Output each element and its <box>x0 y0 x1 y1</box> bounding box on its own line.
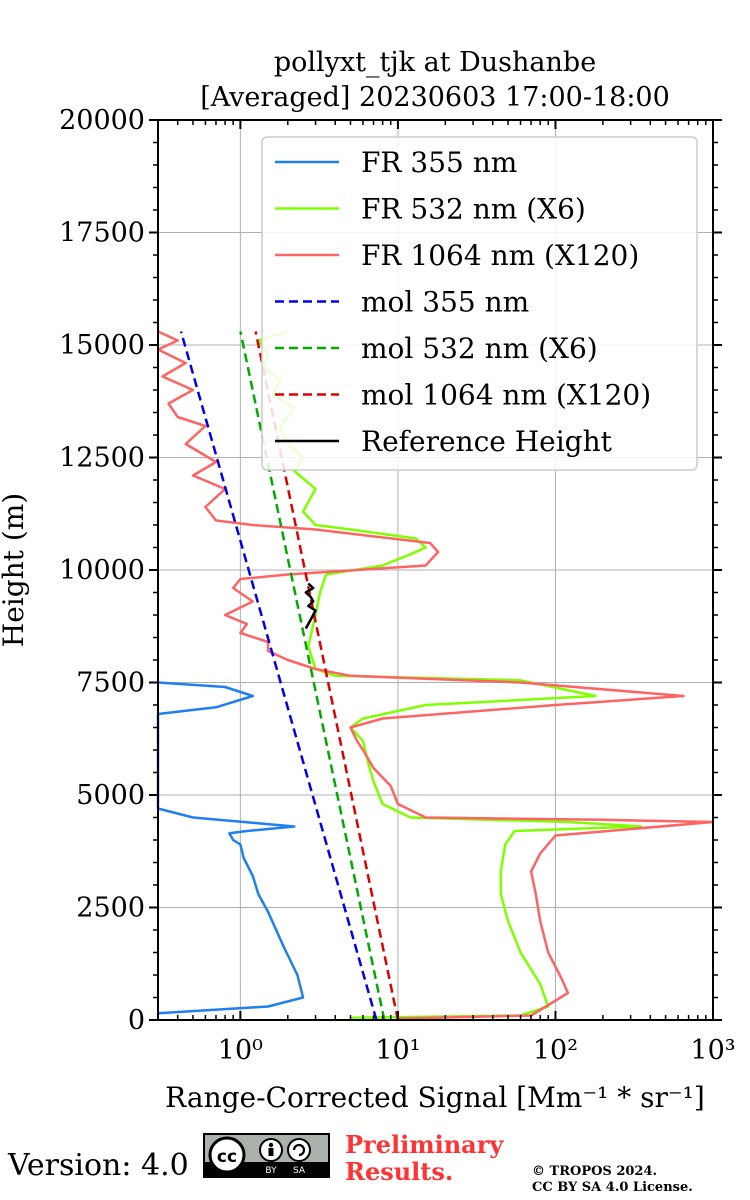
y-tick-label: 2500 <box>76 893 145 924</box>
y-tick-label: 17500 <box>59 218 145 249</box>
legend-label-1: FR 532 nm (X6) <box>361 193 586 226</box>
legend-label-5: mol 1064 nm (X120) <box>361 379 651 412</box>
plot-frame <box>157 119 714 1021</box>
y-tick-label: 15000 <box>59 330 145 361</box>
y-tick-label: 7500 <box>76 668 145 699</box>
x-tick-label: 10¹ <box>375 1035 420 1066</box>
y-tick-label: 10000 <box>59 555 145 586</box>
y-axis-label: Height (m) <box>0 493 30 647</box>
badge-sa-label: SA <box>293 1166 306 1176</box>
legend-label-0: FR 355 nm <box>361 146 517 179</box>
y-tick-label: 0 <box>128 1005 145 1036</box>
by-icon-head <box>268 1142 274 1148</box>
copyright-notice: © TROPOS 2024. CC BY SA 4.0 License. <box>532 1164 693 1196</box>
y-tick-label: 12500 <box>59 443 145 474</box>
preliminary-line1: Preliminary <box>345 1130 504 1159</box>
chart-title-line1: pollyxt_tjk at Dushanbe <box>274 47 596 78</box>
legend-box <box>261 136 698 471</box>
x-axis-label: Range-Corrected Signal [Mm⁻¹ * sr⁻¹] <box>165 1081 705 1114</box>
cc-logo-text: cc <box>217 1147 237 1167</box>
tick-labels: 10⁰ 10¹ 10² 10³ 0 2500 5000 7500 10000 12500 15000… <box>59 105 736 1066</box>
series-line-3 <box>179 331 378 1021</box>
legend-label-2: FR 1064 nm (X120) <box>361 239 639 272</box>
y-tick-label: 5000 <box>76 780 145 811</box>
sa-icon-arrow <box>292 1143 306 1157</box>
version-text: Version: 4.0 <box>8 1148 189 1183</box>
sa-sharealike-icon <box>287 1138 311 1162</box>
series-line-6 <box>304 582 317 630</box>
copyright-line2: CC BY SA 4.0 License. <box>532 1180 693 1195</box>
legend-label-6: Reference Height <box>361 425 613 458</box>
series-line-0 <box>156 681 305 1015</box>
x-tick-label: 10⁰ <box>218 1035 263 1066</box>
preliminary-results-notice: Preliminary Results. <box>345 1131 503 1185</box>
series-line-4 <box>239 331 386 1021</box>
by-icon-body <box>268 1148 274 1156</box>
copyright-line1: © TROPOS 2024. <box>532 1164 658 1179</box>
cc-logo-icon <box>208 1136 246 1174</box>
x-tick-label: 10² <box>533 1035 578 1066</box>
cc-license-graphic: cc BY SA <box>205 1136 328 1176</box>
x-tick-label: 10³ <box>690 1035 735 1066</box>
legend-label-3: mol 355 nm <box>361 286 529 319</box>
legend-label-4: mol 532 nm (X6) <box>361 332 598 365</box>
cc-license-badge[interactable]: cc BY SA <box>203 1133 330 1178</box>
y-tick-label: 20000 <box>59 105 145 136</box>
badge-by-label: BY <box>265 1166 277 1176</box>
series-line-5 <box>254 331 400 1021</box>
legend: FR 355 nm FR 532 nm (X6) FR 1064 nm (X120)… <box>261 136 698 471</box>
chart-title-line2: [Averaged] 20230603 17:00-18:00 <box>200 82 670 113</box>
preliminary-line2: Results. <box>345 1157 454 1186</box>
